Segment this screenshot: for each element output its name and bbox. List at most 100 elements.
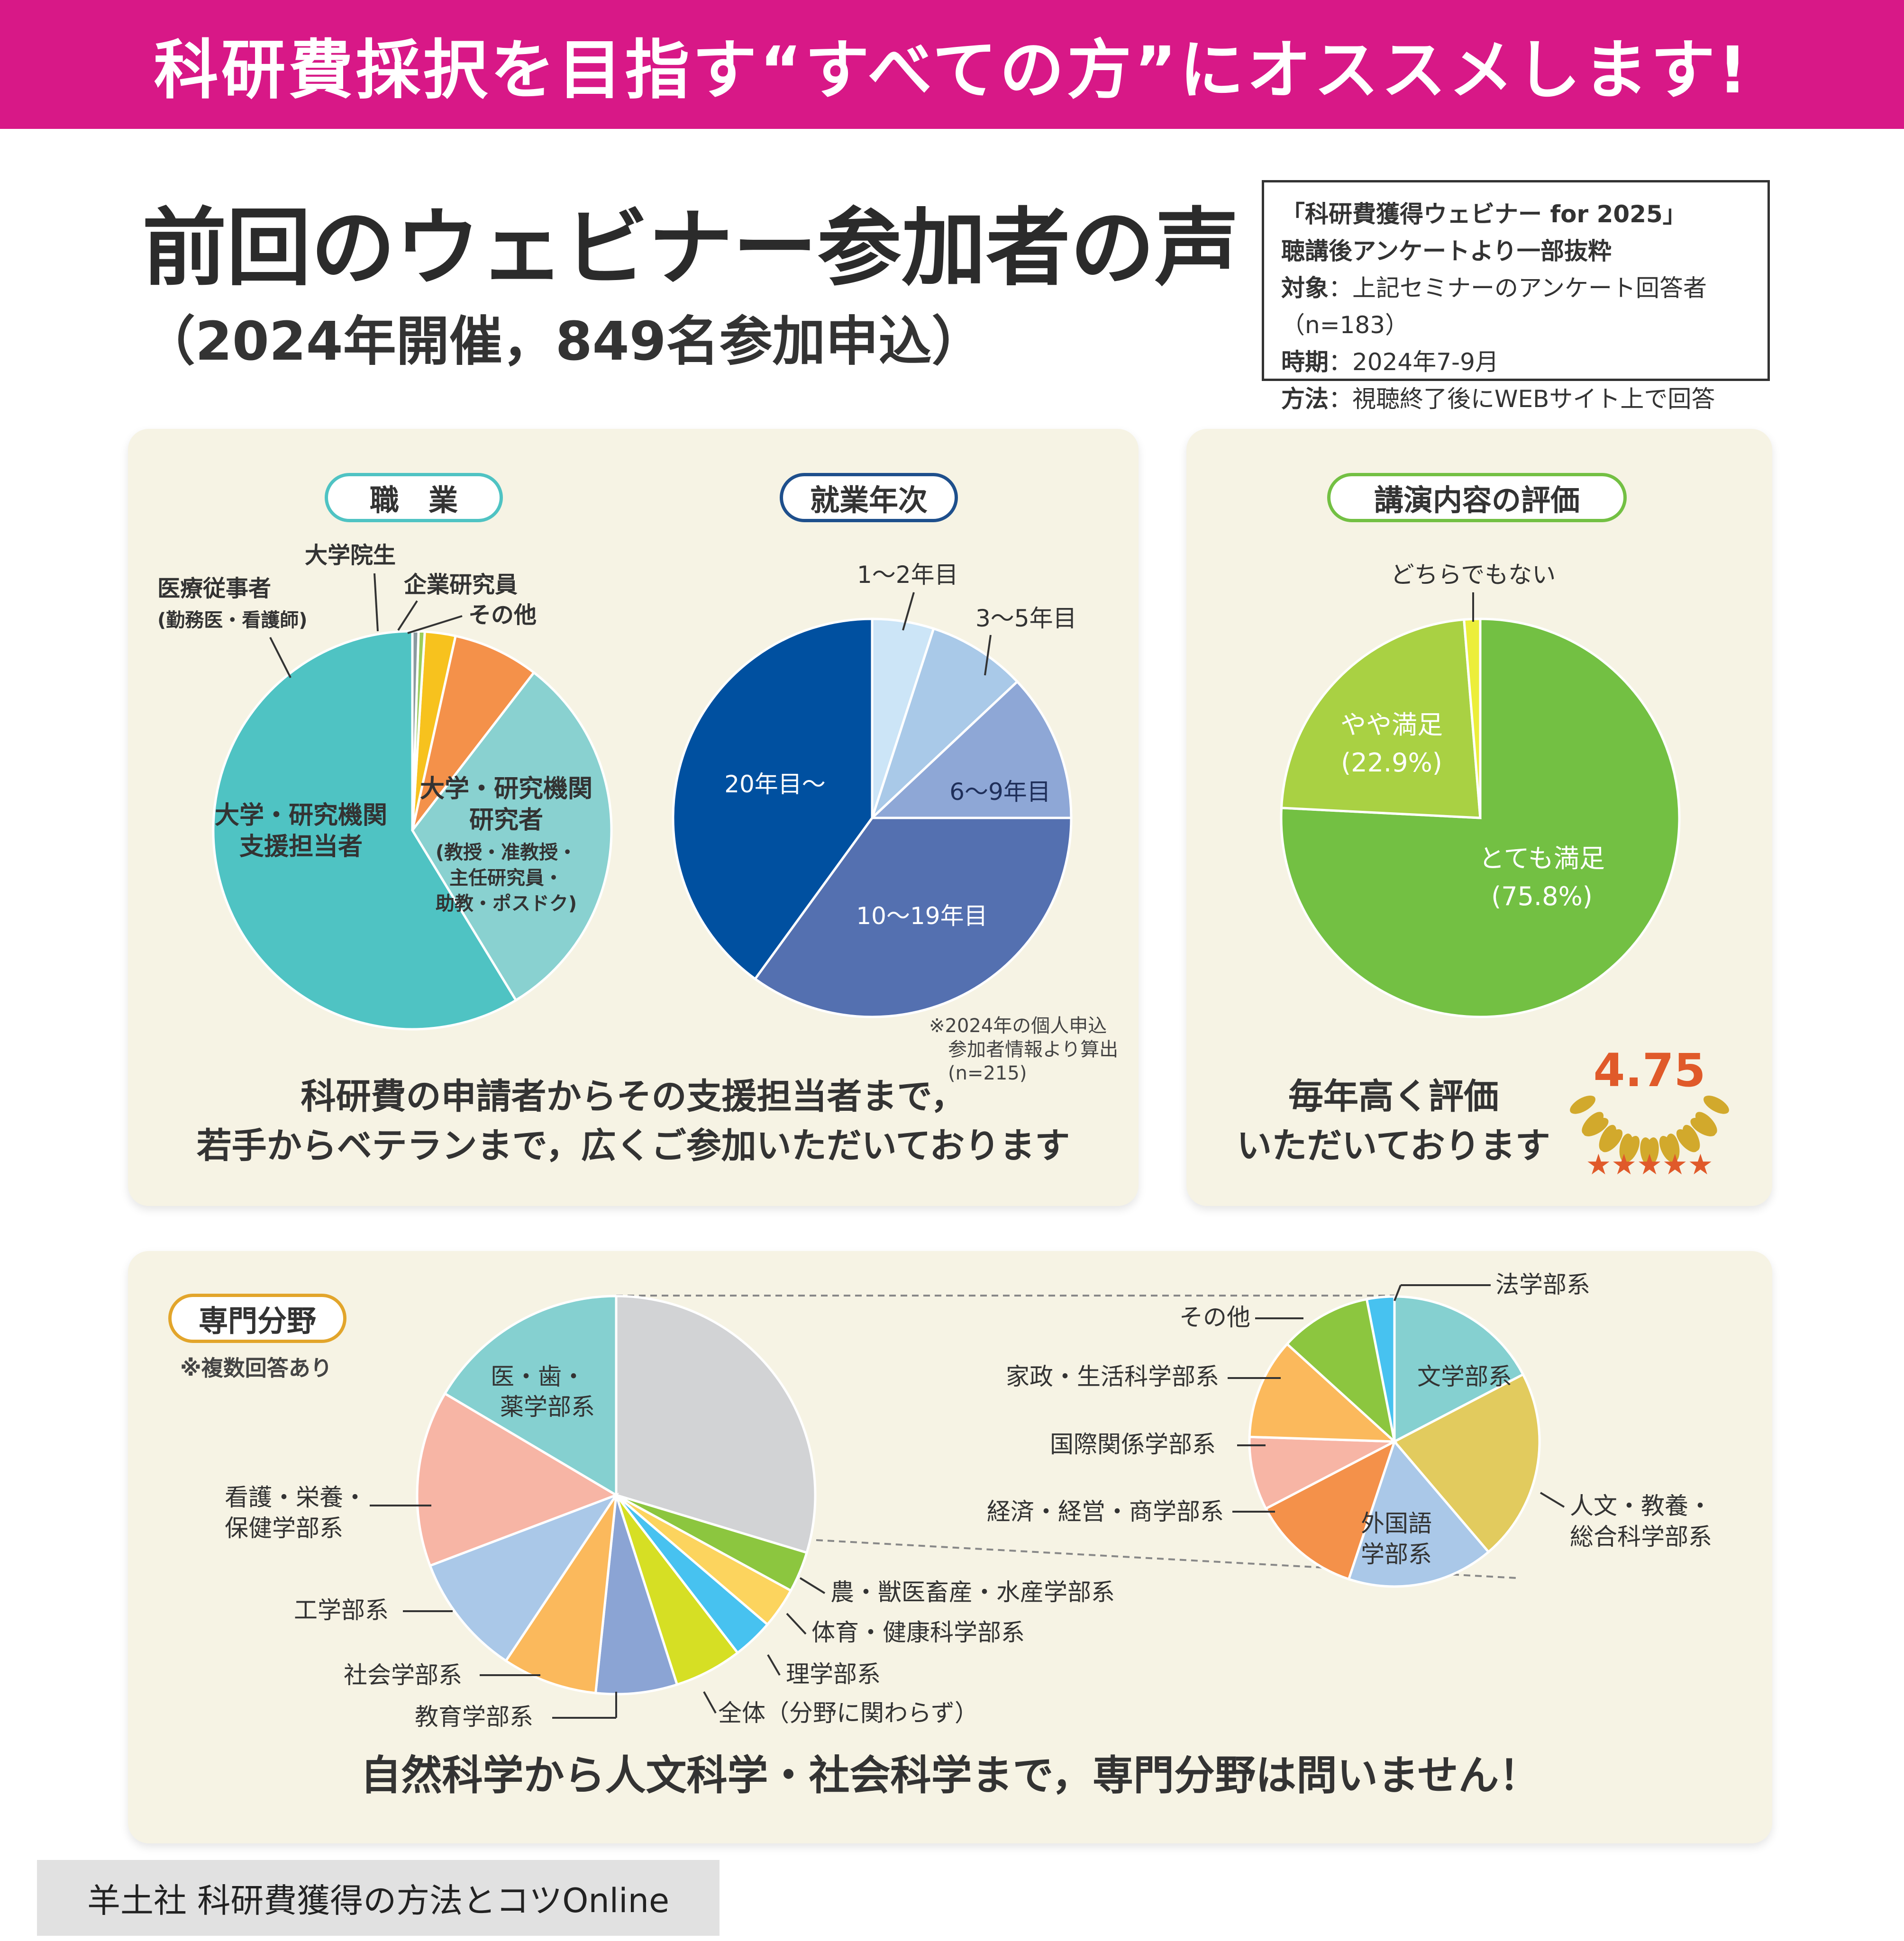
years-slice-2	[869, 680, 1073, 819]
laurel-leaf	[1622, 1136, 1640, 1162]
label-occ-main-1: 大学・研究機関	[420, 775, 592, 803]
years-note: ※2024年の個人申込 参加者情報より算出 (n=215)	[929, 1015, 1119, 1084]
label-eval-neutral: どちらでもない	[1391, 561, 1556, 589]
label-h-law: 法学部系	[1495, 1271, 1590, 1298]
score-value: 4.75	[1594, 1044, 1706, 1097]
pill-occupation: 職 業	[325, 473, 503, 522]
years-slice-4	[672, 617, 874, 981]
survey-subtitle: 聴講後アンケートより一部抜粋	[1281, 237, 1612, 265]
label-h-econ: 経済・経営・商学部系	[987, 1498, 1224, 1525]
laurel-badge: 4.75 ★★★★★	[1570, 1044, 1729, 1181]
label-years-1: 1〜2年目	[857, 561, 958, 589]
fields-slice-0	[615, 1295, 817, 1554]
survey-target: 対象：上記セミナーのアンケート回答者（n=183）	[1281, 274, 1707, 339]
label-occ-other: その他	[468, 602, 537, 628]
survey-title: 「科研費獲得ウェビナー for 2025」	[1281, 200, 1686, 228]
label-eval-very-pct: (75.8%)	[1491, 881, 1593, 911]
label-h-foreign-1: 外国語	[1361, 1510, 1432, 1537]
label-occ-main-4: 主任研究員・	[449, 867, 563, 889]
fields-caption: 自然科学から人文科学・社会科学まで，専門分野は問いません！	[360, 1752, 1540, 1799]
fields-humanities-slice-4	[1248, 1435, 1399, 1510]
label-eval-some: やや満足	[1340, 710, 1443, 740]
participants-caption: 科研費の申請者からその支援担当者まで， 若手からベテランまで，広くご参加いただい…	[196, 1076, 1070, 1166]
fields-slice-6	[504, 1494, 618, 1695]
label-field-medical-2: 薬学部系	[500, 1393, 595, 1421]
laurel-leaf	[1570, 1096, 1595, 1114]
evaluation-caption: 毎年高く評価 いただいております	[1237, 1076, 1550, 1166]
label-occ-main-3: (教授・准教授・	[436, 842, 577, 863]
label-field-science: 理学部系	[786, 1660, 881, 1688]
label-h-lit: 文学部系	[1417, 1363, 1512, 1390]
footer-source: 羊土社 科研費獲得の方法とコツOnline	[37, 1860, 720, 1936]
laurel-leaf	[1695, 1112, 1717, 1135]
label-field-agriculture: 農・獣医畜産・水産学部系	[830, 1578, 1115, 1606]
fields-slice-7	[428, 1492, 619, 1663]
fields-humanities-slice-6	[1285, 1297, 1396, 1445]
fields-humanities-slice-1	[1393, 1373, 1541, 1554]
fields-humanities-slice-7	[1365, 1295, 1396, 1442]
label-h-intl: 国際関係学部系	[1050, 1431, 1216, 1458]
label-eval-some-pct: (22.9%)	[1341, 748, 1442, 778]
header-banner: 科研費採択を目指す“すべての方”にオススメします!	[0, 0, 1904, 129]
banner-text: 科研費採択を目指す“すべての方”にオススメします!	[154, 33, 1750, 108]
fields-slice-8	[416, 1392, 619, 1568]
label-h-hum-2: 総合科学部系	[1570, 1523, 1712, 1551]
fields-slice-4	[615, 1494, 739, 1687]
label-h-foreign-2: 学部系	[1361, 1541, 1432, 1568]
fields-pie-chart: 医・歯・ 薬学部系 看護・栄養・ 保健学部系 工学部系 社会学部系 教育学部系 …	[225, 1271, 1712, 1731]
label-occ-medical-2: (勤務医・看護師)	[157, 609, 308, 631]
label-occ-main-2: 研究者	[469, 806, 543, 834]
label-field-all: 全体（分野に関わらず）	[718, 1699, 978, 1727]
label-years-2: 3〜5年目	[975, 605, 1077, 632]
occupation-pie-chart: 大学・研究機関 研究者 (教授・准教授・ 主任研究員・ 助教・ポスドク) 大学・…	[157, 542, 613, 1031]
evaluation-pie-chart: どちらでもない やや満足 (22.9%) とても満足 (75.8%)	[1280, 561, 1681, 1018]
label-field-sports: 体育・健康科学部系	[811, 1619, 1025, 1646]
survey-info-box: 「科研費獲得ウェビナー for 2025」 聴講後アンケートより一部抜粋 対象：…	[1262, 180, 1770, 413]
occupation-slice-2	[411, 635, 536, 831]
label-years-3: 6〜9年目	[949, 778, 1051, 806]
laurel-leaf	[1682, 1125, 1700, 1152]
label-field-engineering: 工学部系	[294, 1596, 389, 1624]
fields-note: ※複数回答あり	[180, 1355, 332, 1381]
fields-slice-9	[443, 1295, 618, 1497]
rating-stars: ★★★★★	[1586, 1148, 1713, 1181]
pill-years: 就業年次	[780, 473, 958, 522]
occupation-slice-1	[410, 671, 613, 1002]
fields-humanities-slice-2	[1347, 1439, 1490, 1588]
page-subtitle: （2024年開催，849名参加申込）	[142, 311, 985, 372]
fields-humanities-slice-5	[1248, 1342, 1398, 1443]
label-occ-medical-1: 医療従事者	[157, 575, 271, 602]
years-slice-3	[753, 816, 1073, 1018]
laurel-leaf	[1583, 1117, 1609, 1136]
label-occ-main-5: 助教・ポスドク)	[436, 893, 577, 915]
pill-evaluation: 講演内容の評価	[1327, 473, 1627, 522]
label-h-hum-1: 人文・教養・	[1570, 1492, 1712, 1520]
pill-fields: 専門分野	[168, 1294, 346, 1343]
label-field-education: 教育学部系	[415, 1703, 533, 1731]
label-occ-support-2: 支援担当者	[239, 833, 363, 861]
occupation-slice-0	[212, 630, 518, 1031]
label-field-social: 社会学部系	[344, 1661, 462, 1689]
label-occ-support-1: 大学・研究機関	[215, 801, 387, 830]
label-years-5: 20年目〜	[724, 771, 826, 798]
label-eval-very: とても満足	[1479, 844, 1605, 873]
label-h-home: 家政・生活科学部系	[1006, 1363, 1219, 1390]
laurel-leaf	[1645, 1137, 1659, 1166]
evaluation-slice-1	[1280, 618, 1482, 819]
label-occ-company: 企業研究員	[404, 571, 518, 598]
label-h-other: その他	[1179, 1304, 1250, 1331]
years-slice-1	[871, 627, 1019, 819]
survey-method: 方法：視聴終了後にWEBサイト上で回答	[1281, 385, 1715, 413]
fields-humanities-slice-3	[1264, 1439, 1397, 1581]
page-title: 前回のウェビナー参加者の声	[142, 199, 1239, 297]
fields-humanities-slice-0	[1393, 1295, 1525, 1444]
fields-slice-5	[594, 1495, 679, 1696]
label-field-nursing-1: 看護・栄養・	[225, 1484, 367, 1511]
laurel-leaf	[1666, 1134, 1680, 1162]
years-pie-chart: 1〜2年目 3〜5年目 6〜9年目 10〜19年目 20年目〜	[672, 561, 1077, 1018]
evaluation-slice-2	[1463, 617, 1482, 818]
label-field-nursing-2: 保健学部系	[225, 1515, 343, 1542]
survey-period: 時期：2024年7-9月	[1281, 348, 1499, 376]
laurel-leaf	[1704, 1096, 1729, 1114]
label-field-medical-1: 医・歯・	[491, 1363, 585, 1390]
